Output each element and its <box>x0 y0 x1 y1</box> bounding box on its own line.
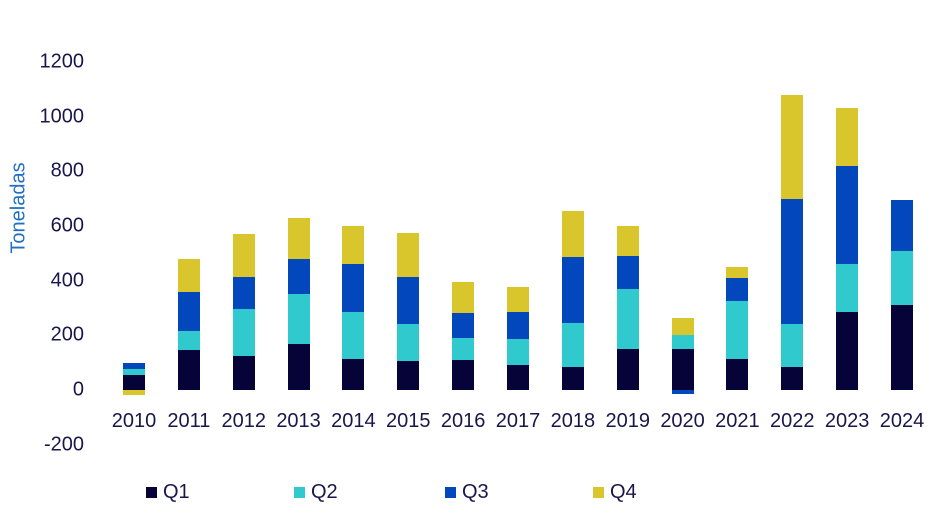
bar-segment-q1-2021 <box>726 358 749 390</box>
x-tick-label: 2011 <box>167 410 211 432</box>
bar-segment-q4-2015 <box>397 232 420 277</box>
bar-segment-q4-2023 <box>836 108 859 166</box>
x-tick-label: 2016 <box>440 410 486 432</box>
bar-segment-q4-2016 <box>452 282 475 314</box>
x-tick-label: 2013 <box>276 410 321 432</box>
bar-segment-q4-2011 <box>177 258 200 292</box>
y-tick-label: 200 <box>50 323 84 346</box>
x-tick-label: 2019 <box>605 410 650 432</box>
bar-segment-q2-2014 <box>342 312 365 359</box>
legend-swatch-q2-icon <box>294 486 305 498</box>
bar-segment-q3-2013 <box>287 258 310 295</box>
legend-label-q1: Q1 <box>163 481 190 503</box>
y-tick-label: 400 <box>50 269 84 292</box>
bar-segment-q2-2023 <box>836 264 859 313</box>
bar-segment-q3-2018 <box>561 257 584 324</box>
bar-segment-q4-2017 <box>506 287 529 313</box>
bar-segment-q1-2019 <box>616 348 639 390</box>
bar-segment-q1-2018 <box>561 366 584 390</box>
bar-segment-q2-2022 <box>781 324 804 367</box>
x-tick-label: 2015 <box>386 410 431 432</box>
x-tick-label: 2020 <box>660 410 705 432</box>
bar-segment-q2-2015 <box>397 324 420 362</box>
bar-segment-q3-2016 <box>452 313 475 339</box>
bar-segment-q1-2024 <box>890 305 913 390</box>
y-tick-label: -200 <box>43 433 84 456</box>
bar-segment-q1-2011 <box>177 350 200 390</box>
bar-segment-q1-2013 <box>287 343 310 390</box>
legend-item-q3: Q3 <box>445 480 489 504</box>
legend: Q1 Q2 Q3 Q4 <box>0 480 940 504</box>
bar-segment-q2-2020 <box>671 335 694 349</box>
bar-segment-q3-2022 <box>781 198 804 325</box>
legend-item-q1: Q1 <box>146 480 190 504</box>
bar-segment-q2-2024 <box>890 250 913 306</box>
x-tick-label: 2022 <box>770 410 815 432</box>
bar-segment-q1-2014 <box>342 358 365 390</box>
bar-segment-q4-2018 <box>561 210 584 258</box>
legend-item-q2: Q2 <box>294 480 338 504</box>
bar-segment-q3-2020 <box>671 390 694 395</box>
y-tick-label: 1000 <box>39 105 85 128</box>
bar-segment-q3-2010 <box>123 362 145 370</box>
bar-segment-q4-2012 <box>232 234 255 277</box>
legend-swatch-q4-icon <box>593 486 604 498</box>
bar-segment-q1-2022 <box>781 366 804 390</box>
bar-segment-q2-2013 <box>287 294 310 344</box>
bar-segment-q2-2018 <box>561 323 584 367</box>
x-tick-label: 2010 <box>111 410 157 432</box>
bar-segment-q3-2021 <box>726 277 749 302</box>
bar-segment-q2-2011 <box>177 331 200 351</box>
bar-segment-q2-2016 <box>452 338 475 360</box>
y-tick-label: 1200 <box>39 50 85 73</box>
bar-segment-q2-2012 <box>232 309 255 356</box>
x-tick-label: 2014 <box>331 410 376 432</box>
bar-segment-q3-2017 <box>506 312 529 340</box>
bar-segment-q2-2021 <box>726 301 749 359</box>
bar-segment-q3-2023 <box>836 165 859 265</box>
x-tick-label: 2021 <box>715 410 760 432</box>
x-tick-label: 2017 <box>495 410 541 432</box>
bar-segment-q3-2012 <box>232 276 255 310</box>
bar-segment-q4-2022 <box>781 94 804 199</box>
legend-label-q2: Q2 <box>311 481 338 503</box>
x-tick-label: 2012 <box>221 410 266 432</box>
bar-segment-q1-2020 <box>671 348 694 390</box>
legend-label-q3: Q3 <box>462 481 489 503</box>
x-tick-label: 2023 <box>824 410 870 432</box>
bar-segment-q1-2010 <box>123 374 145 390</box>
bar-segment-q4-2020 <box>671 317 694 336</box>
bar-segment-q2-2017 <box>506 339 529 366</box>
legend-item-q4: Q4 <box>593 480 637 504</box>
x-axis-labels: 2010 2011 2012 2013 2014 2015 2016 2017 2018 2019… <box>0 408 940 434</box>
bar-segment-q1-2016 <box>452 359 475 390</box>
plot-area <box>123 94 913 396</box>
bar-segment-q4-2010 <box>123 390 145 396</box>
bar-segment-q3-2014 <box>342 264 365 313</box>
bar-segment-q3-2019 <box>616 256 639 289</box>
bar-segment-q4-2013 <box>287 217 310 259</box>
bar-segment-q4-2019 <box>616 225 639 257</box>
legend-label-q4: Q4 <box>610 481 637 503</box>
bar-segment-q1-2023 <box>836 312 859 390</box>
legend-swatch-q1-icon <box>146 486 157 498</box>
bar-segment-q3-2011 <box>177 291 200 332</box>
bar-segment-q2-2019 <box>616 288 639 349</box>
bar-segment-q1-2012 <box>232 355 255 390</box>
bar-segment-q4-2021 <box>726 266 749 278</box>
bar-segment-q1-2017 <box>506 365 529 390</box>
y-axis-ticks: 1200 1000 800 600 400 200 0 -200 <box>0 0 85 460</box>
bar-segment-q1-2015 <box>397 361 420 390</box>
bar-segment-q3-2024 <box>890 200 913 251</box>
legend-swatch-q3-icon <box>445 486 456 498</box>
bar-segment-q3-2015 <box>397 276 420 325</box>
y-tick-label: 0 <box>72 378 84 401</box>
y-tick-label: 600 <box>50 214 84 237</box>
y-tick-label: 800 <box>50 159 84 182</box>
bar-segment-q4-2014 <box>342 225 365 265</box>
x-tick-label: 2018 <box>550 410 596 432</box>
x-tick-label: 2024 <box>879 410 925 432</box>
bar-segment-q2-2010 <box>123 369 145 375</box>
